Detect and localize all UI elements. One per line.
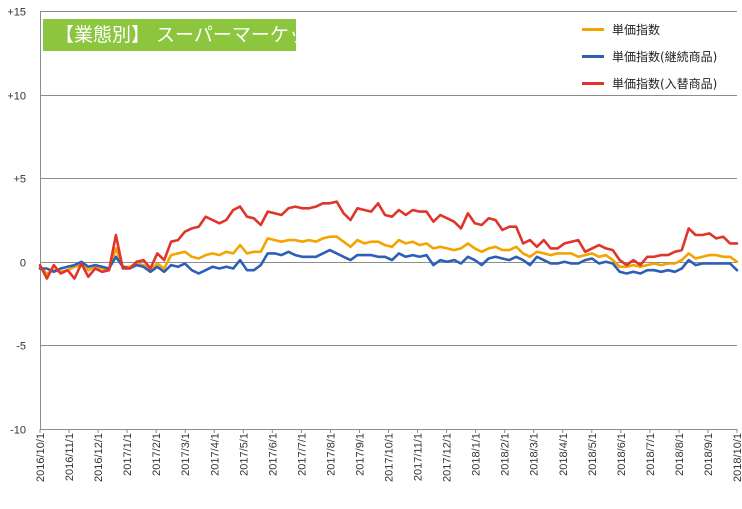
y-tick-label: +5	[13, 174, 26, 186]
x-tick-label: 2018/6/1	[616, 433, 628, 476]
y-tick-label: -10	[10, 425, 26, 437]
x-tick-label: 2018/3/1	[529, 433, 541, 476]
x-tick-label: 2016/10/1	[35, 433, 47, 482]
legend-swatch-1	[582, 54, 604, 58]
legend-swatch-0	[582, 27, 604, 31]
x-tick-label: 2018/2/1	[500, 433, 512, 476]
x-tick-label: 2018/5/1	[587, 433, 599, 476]
chart-title: 【業態別】 スーパーマーケット	[43, 19, 327, 51]
y-tick-label: -5	[16, 341, 26, 353]
legend-item-1: 単価指数(継続商品)	[582, 47, 717, 65]
x-tick-label: 2016/11/1	[64, 433, 76, 481]
x-tick-label: 2017/1/1	[122, 433, 134, 476]
legend: 単価指数 単価指数(継続商品) 単価指数(入替商品)	[572, 14, 740, 96]
x-tick-label: 2017/10/1	[384, 433, 396, 482]
legend-label-0: 単価指数	[612, 22, 661, 37]
x-tick-label: 2018/4/1	[558, 433, 570, 476]
series-lines	[38, 200, 739, 280]
legend-item-0: 単価指数	[582, 20, 660, 38]
y-axis-ticks: +15 +10 +5 0 -5 -10	[7, 7, 26, 437]
x-tick-label: 2017/6/1	[267, 433, 279, 476]
x-tick-label: 2017/3/1	[180, 433, 192, 476]
x-tick-label: 2017/4/1	[209, 433, 221, 476]
x-tick-label: 2018/8/1	[674, 433, 686, 476]
x-tick-label: 2017/9/1	[354, 433, 366, 476]
x-tick-label: 2017/11/1	[413, 433, 425, 481]
legend-swatch-2	[582, 81, 604, 85]
y-tick-label: 0	[20, 258, 26, 270]
x-tick-label: 2018/7/1	[645, 433, 657, 476]
legend-item-2: 単価指数(入替商品)	[582, 74, 717, 92]
series-line-0	[38, 235, 739, 275]
x-tick-label: 2017/5/1	[238, 433, 250, 476]
x-tick-label: 2018/10/1	[732, 433, 742, 482]
x-tick-label: 2017/8/1	[325, 433, 337, 476]
x-tick-label: 2016/12/1	[93, 433, 105, 482]
x-axis-ticks: 2016/10/1 2016/11/1 2016/12/1 2017/1/1 2017/…	[35, 429, 742, 482]
x-tick-label: 2017/12/1	[442, 433, 454, 482]
legend-label-2: 単価指数(入替商品)	[612, 76, 718, 91]
x-tick-label: 2017/2/1	[151, 433, 163, 476]
x-tick-label: 2017/7/1	[296, 433, 308, 476]
series-line-1	[38, 248, 739, 275]
x-tick-label: 2018/9/1	[703, 433, 715, 476]
x-tick-label: 2018/1/1	[471, 433, 483, 476]
y-tick-label: +10	[7, 91, 26, 103]
series-line-2	[38, 200, 739, 280]
y-tick-label: +15	[7, 7, 26, 19]
legend-label-1: 単価指数(継続商品)	[612, 49, 718, 64]
